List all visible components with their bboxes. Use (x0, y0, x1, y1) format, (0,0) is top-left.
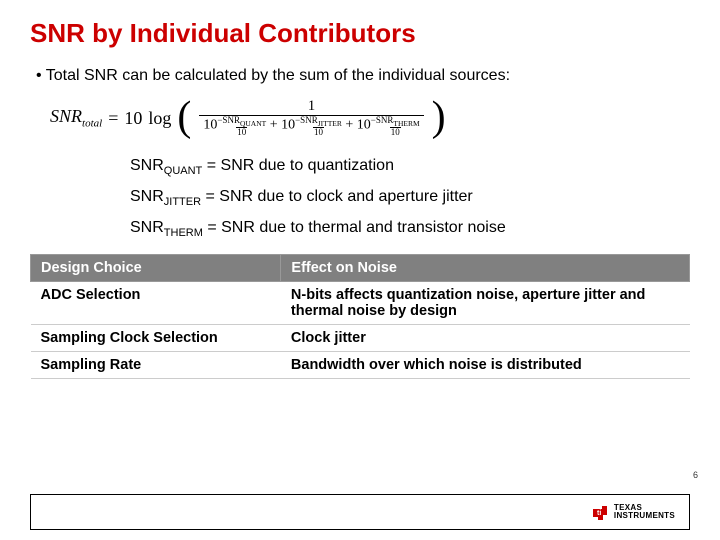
plus-1: + (270, 117, 278, 132)
table-row: Sampling Clock SelectionClock jitter (31, 325, 690, 352)
ti-logo: ti TEXAS INSTRUMENTS (591, 503, 675, 521)
definition-quant: SNRQUANT = SNR due to quantization (130, 151, 720, 182)
plus-2: + (345, 117, 353, 132)
exp-3: −SNRTHERM10 (371, 116, 420, 137)
table-row: Sampling RateBandwidth over which noise … (31, 352, 690, 379)
definition-therm: SNRTHERM = SNR due to thermal and transi… (130, 213, 720, 244)
formula-log: log (148, 108, 171, 129)
page-number: 6 (693, 470, 698, 480)
ti-chip-icon: ti (591, 503, 609, 521)
table-row: ADC SelectionN-bits affects quantization… (31, 282, 690, 325)
paren-close: ) (432, 105, 446, 130)
exp-1: −SNRQUANT10 (217, 116, 266, 137)
col-header-effect: Effect on Noise (281, 255, 690, 282)
formula-numerator: 1 (308, 99, 316, 115)
formula-coef: 10 (124, 108, 142, 129)
exp-2: −SNRJITTER10 (295, 116, 342, 137)
svg-text:ti: ti (597, 510, 601, 517)
den-base-1: 10 (203, 117, 217, 132)
paren-open: ( (177, 105, 191, 130)
definitions-list: SNRQUANT = SNR due to quantization SNRJI… (0, 141, 720, 244)
formula-eq: = (108, 108, 118, 129)
design-choice-table: Design Choice Effect on Noise ADC Select… (0, 244, 720, 379)
logo-line2: INSTRUMENTS (614, 512, 675, 520)
formula-lhs-var: SNR (50, 106, 82, 126)
formula-lhs-sub: total (82, 118, 102, 130)
slide-title: SNR by Individual Contributors (0, 0, 720, 49)
den-base-2: 10 (281, 117, 295, 132)
formula-region: SNRtotal = 10 log ( 1 10−SNRQUANT10 + 10… (0, 85, 720, 141)
footer-bar: ti TEXAS INSTRUMENTS (30, 494, 690, 530)
formula-fraction: 1 10−SNRQUANT10 + 10−SNRJITTER10 + 10−SN… (199, 99, 423, 137)
den-base-3: 10 (357, 117, 371, 132)
col-header-design: Design Choice (31, 255, 281, 282)
definition-jitter: SNRJITTER = SNR due to clock and apertur… (130, 182, 720, 213)
intro-bullet: Total SNR can be calculated by the sum o… (0, 49, 720, 85)
